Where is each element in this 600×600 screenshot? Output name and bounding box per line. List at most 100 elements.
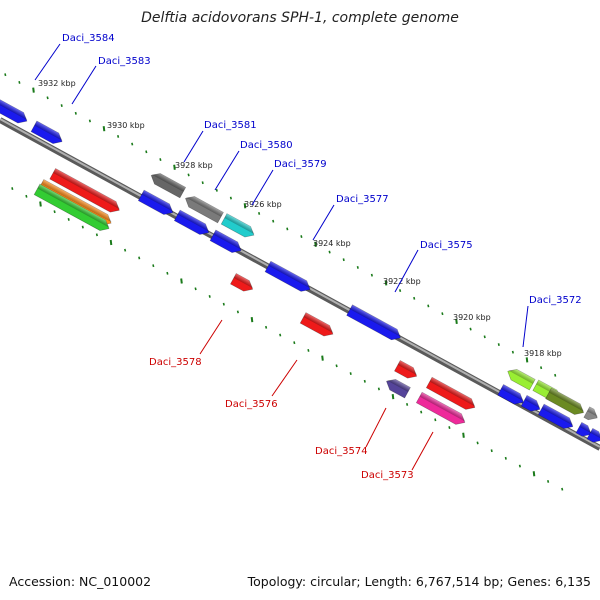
scale-tick [434, 418, 437, 422]
gene-label-daci-3573: Daci_3573 [361, 470, 414, 481]
scale-tick [511, 350, 514, 354]
scale-tick [95, 233, 98, 237]
scale-tick [11, 187, 14, 190]
gene-arrow [346, 304, 401, 341]
gene-label-daci-3583: Daci_3583 [98, 56, 151, 67]
scale-tick [250, 316, 254, 323]
gene-label-daci-3579: Daci_3579 [274, 159, 327, 170]
scale-tick [138, 256, 141, 260]
scale-tick [215, 188, 218, 192]
gene-arrow [386, 379, 411, 399]
kbp-label-3932: 3932 kbp [38, 79, 76, 88]
scale-tick [370, 273, 373, 277]
scale-tick [39, 201, 42, 207]
gene-arrow [583, 406, 598, 421]
scale-tick [307, 348, 310, 352]
gene-arrow [415, 391, 466, 425]
scale-tick [413, 296, 416, 300]
bottom-gene-labels: Daci_3578 Daci_3576 Daci_3574 Daci_3573 [149, 357, 414, 481]
scale-tick [314, 241, 317, 247]
gene-arrow [497, 384, 524, 405]
scale-tick [469, 327, 472, 331]
gene-arrow [507, 369, 536, 391]
scale-tick [180, 278, 183, 284]
scale-tick [356, 265, 359, 269]
scale-tick [462, 432, 465, 438]
scale-tick [293, 341, 296, 345]
gene-arrow [30, 120, 63, 144]
scale-tick [74, 111, 77, 115]
scale-tick [145, 150, 148, 154]
scale-tick [561, 487, 564, 491]
scale-tick [152, 264, 155, 268]
scale-tick [279, 333, 282, 337]
scale-tick [272, 219, 275, 223]
scale-tick [384, 280, 388, 286]
scale-tick [525, 357, 529, 363]
scale-tick [60, 104, 63, 108]
gene-label-daci-3572: Daci_3572 [529, 295, 582, 306]
scale-tick [448, 426, 451, 429]
gene-label-daci-3574: Daci_3574 [315, 446, 368, 457]
scale-tick [342, 258, 345, 262]
scale-tick [377, 387, 380, 391]
scale-tick [166, 271, 169, 275]
gene-arrow [230, 273, 254, 292]
gene-arrow [425, 376, 476, 410]
gene-arrow [173, 209, 210, 235]
scale-tick [441, 312, 444, 316]
gene-arrow [137, 189, 174, 215]
bottom-callout-lines [199, 319, 434, 471]
gene-label-daci-3575: Daci_3575 [420, 240, 473, 251]
gene-arrow [33, 183, 110, 231]
scale-tick [391, 394, 395, 400]
gene-arrow [49, 168, 120, 213]
scale-tick [321, 355, 324, 361]
gene-arrow [299, 312, 334, 337]
gene-features [0, 99, 600, 443]
scale-tick [547, 480, 550, 483]
scale-tick [81, 225, 84, 229]
scale-tick [109, 239, 113, 246]
kbp-label-3922: 3922 kbp [383, 277, 421, 286]
scale-tick [131, 142, 134, 146]
gene-arrow [220, 213, 255, 238]
gene-label-daci-3578: Daci_3578 [149, 357, 202, 368]
scale-tick [300, 235, 303, 239]
accession-text: Accession: NC_010002 [9, 574, 152, 589]
scale-tick [540, 366, 543, 370]
scale-tick [88, 119, 91, 123]
gene-arrow [537, 403, 574, 429]
scale-tick [504, 456, 507, 460]
scale-tick [497, 343, 500, 346]
gene-arrow [150, 173, 187, 199]
scale-tick [117, 134, 120, 138]
scale-tick [18, 81, 21, 84]
scale-tick [406, 402, 409, 406]
scale-tick [46, 96, 49, 100]
kbp-label-3930: 3930 kbp [107, 121, 145, 130]
scale-tick [173, 164, 176, 170]
gene-label-daci-3576: Daci_3576 [225, 399, 278, 410]
scale-tick [194, 287, 197, 291]
scale-tick [490, 449, 493, 453]
top-callout-lines [34, 43, 529, 348]
gene-arrow [545, 387, 585, 415]
scale-tick [32, 87, 35, 93]
scale-tick [201, 181, 204, 185]
scale-tick [208, 295, 211, 298]
scale-tick [532, 471, 536, 477]
gene-arrow [520, 395, 541, 412]
kbp-label-3918: 3918 kbp [524, 349, 562, 358]
map-title: Delftia acidovorans SPH-1, complete geno… [141, 10, 459, 26]
scale-tick [420, 410, 423, 414]
scale-tick [187, 173, 190, 177]
scale-tick [236, 310, 239, 314]
gene-arrow [264, 260, 311, 292]
scale-tick [455, 318, 458, 325]
gene-label-daci-3584: Daci_3584 [62, 33, 115, 44]
scale-tick [328, 250, 331, 254]
scale-tick [363, 379, 366, 383]
scale-tick [476, 441, 479, 445]
